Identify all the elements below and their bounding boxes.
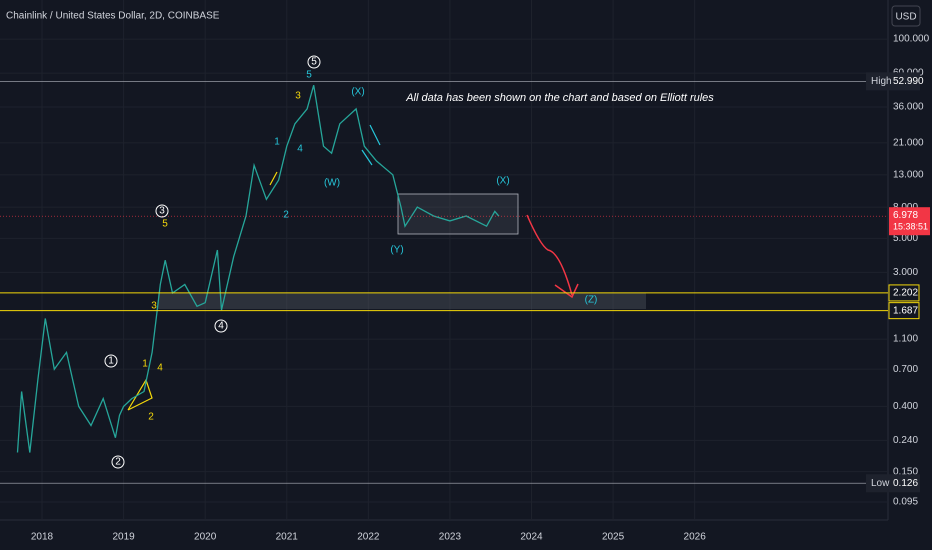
- wave-label: 4: [297, 144, 303, 155]
- x-tick-label: 2019: [112, 532, 135, 543]
- y-tick-label: 1.100: [893, 334, 918, 345]
- level-tag: [888, 284, 920, 302]
- x-tick-label: 2018: [31, 532, 54, 543]
- high-tag: [866, 72, 920, 91]
- level-label: 1.687: [893, 305, 918, 316]
- wave-label: 3: [151, 301, 157, 312]
- price-line: [16, 85, 500, 453]
- wave-label: 3: [159, 206, 165, 217]
- y-tick-label: 100.000: [893, 34, 930, 45]
- countdown: 15:38:51: [893, 222, 928, 232]
- wave-circle: [104, 354, 118, 368]
- x-tick-label: 2022: [357, 532, 380, 543]
- wave-circle: [214, 319, 228, 333]
- range-box: [397, 193, 519, 235]
- y-tick-label: 0.240: [893, 435, 918, 446]
- wave-label: 2: [115, 457, 121, 468]
- wave-label: (X): [351, 87, 364, 98]
- wave-label: 5: [311, 57, 317, 68]
- price-labels: 100.00060.00036.00021.00013.0008.0005.00…: [31, 34, 930, 543]
- last-label: 6.978: [893, 210, 918, 221]
- high-label: 52.990: [893, 76, 924, 87]
- wave-label: (W): [324, 178, 340, 189]
- wave-label: 5: [162, 219, 168, 230]
- wave-circle: [155, 204, 169, 218]
- chart-title: Chainlink / United States Dollar, 2D, CO…: [6, 11, 220, 22]
- y-tick-label: 0.150: [893, 466, 918, 477]
- y-tick-label: 13.000: [893, 169, 924, 180]
- level-tag: [888, 302, 920, 320]
- wave-label: 3: [295, 91, 301, 102]
- note: All data has been shown on the chart and…: [405, 92, 714, 104]
- wave-label: 1: [108, 356, 114, 367]
- low-name: Low: [871, 478, 890, 489]
- x-tick-label: 2021: [276, 532, 299, 543]
- wave-label: 2: [283, 210, 289, 221]
- wave-label: 4: [157, 363, 163, 374]
- wave-label: 2: [148, 412, 154, 423]
- x-tick-label: 2023: [439, 532, 462, 543]
- wave-label: 1: [274, 137, 280, 148]
- x-tick-label: 2026: [684, 532, 707, 543]
- last-tag: [889, 207, 930, 236]
- wave-circle: [111, 455, 125, 469]
- y-tick-label: 0.095: [893, 497, 918, 508]
- y-tick-label: 36.000: [893, 102, 924, 113]
- x-tick-label: 2020: [194, 532, 217, 543]
- wave-label: 4: [218, 321, 224, 332]
- high-name: High: [871, 76, 892, 87]
- wave-label: 1: [142, 359, 148, 370]
- y-tick-label: 0.700: [893, 364, 918, 375]
- wave-label: (X): [496, 176, 509, 187]
- wave-line: [361, 124, 381, 166]
- y-tick-label: 3.000: [893, 267, 918, 278]
- y-tick-label: 5.000: [893, 233, 918, 244]
- y-tick-label: 21.000: [893, 138, 924, 149]
- low-tag: [866, 474, 920, 493]
- currency-box[interactable]: [891, 5, 921, 27]
- zone-box: [158, 293, 646, 309]
- level-label: 2.202: [893, 288, 918, 299]
- forecast-arrow: [526, 214, 573, 296]
- wave-label: (Y): [390, 245, 403, 256]
- y-tick-label: 0.400: [893, 401, 918, 412]
- wave-label: 5: [306, 70, 312, 81]
- wave-label: (Z): [585, 295, 598, 306]
- plot: [0, 81, 888, 484]
- wave-circle: [307, 55, 321, 69]
- x-tick-label: 2024: [520, 532, 543, 543]
- x-tick-label: 2025: [602, 532, 625, 543]
- arrow-head: [554, 283, 579, 299]
- low-label: 0.126: [893, 478, 918, 489]
- currency[interactable]: USD: [895, 12, 916, 23]
